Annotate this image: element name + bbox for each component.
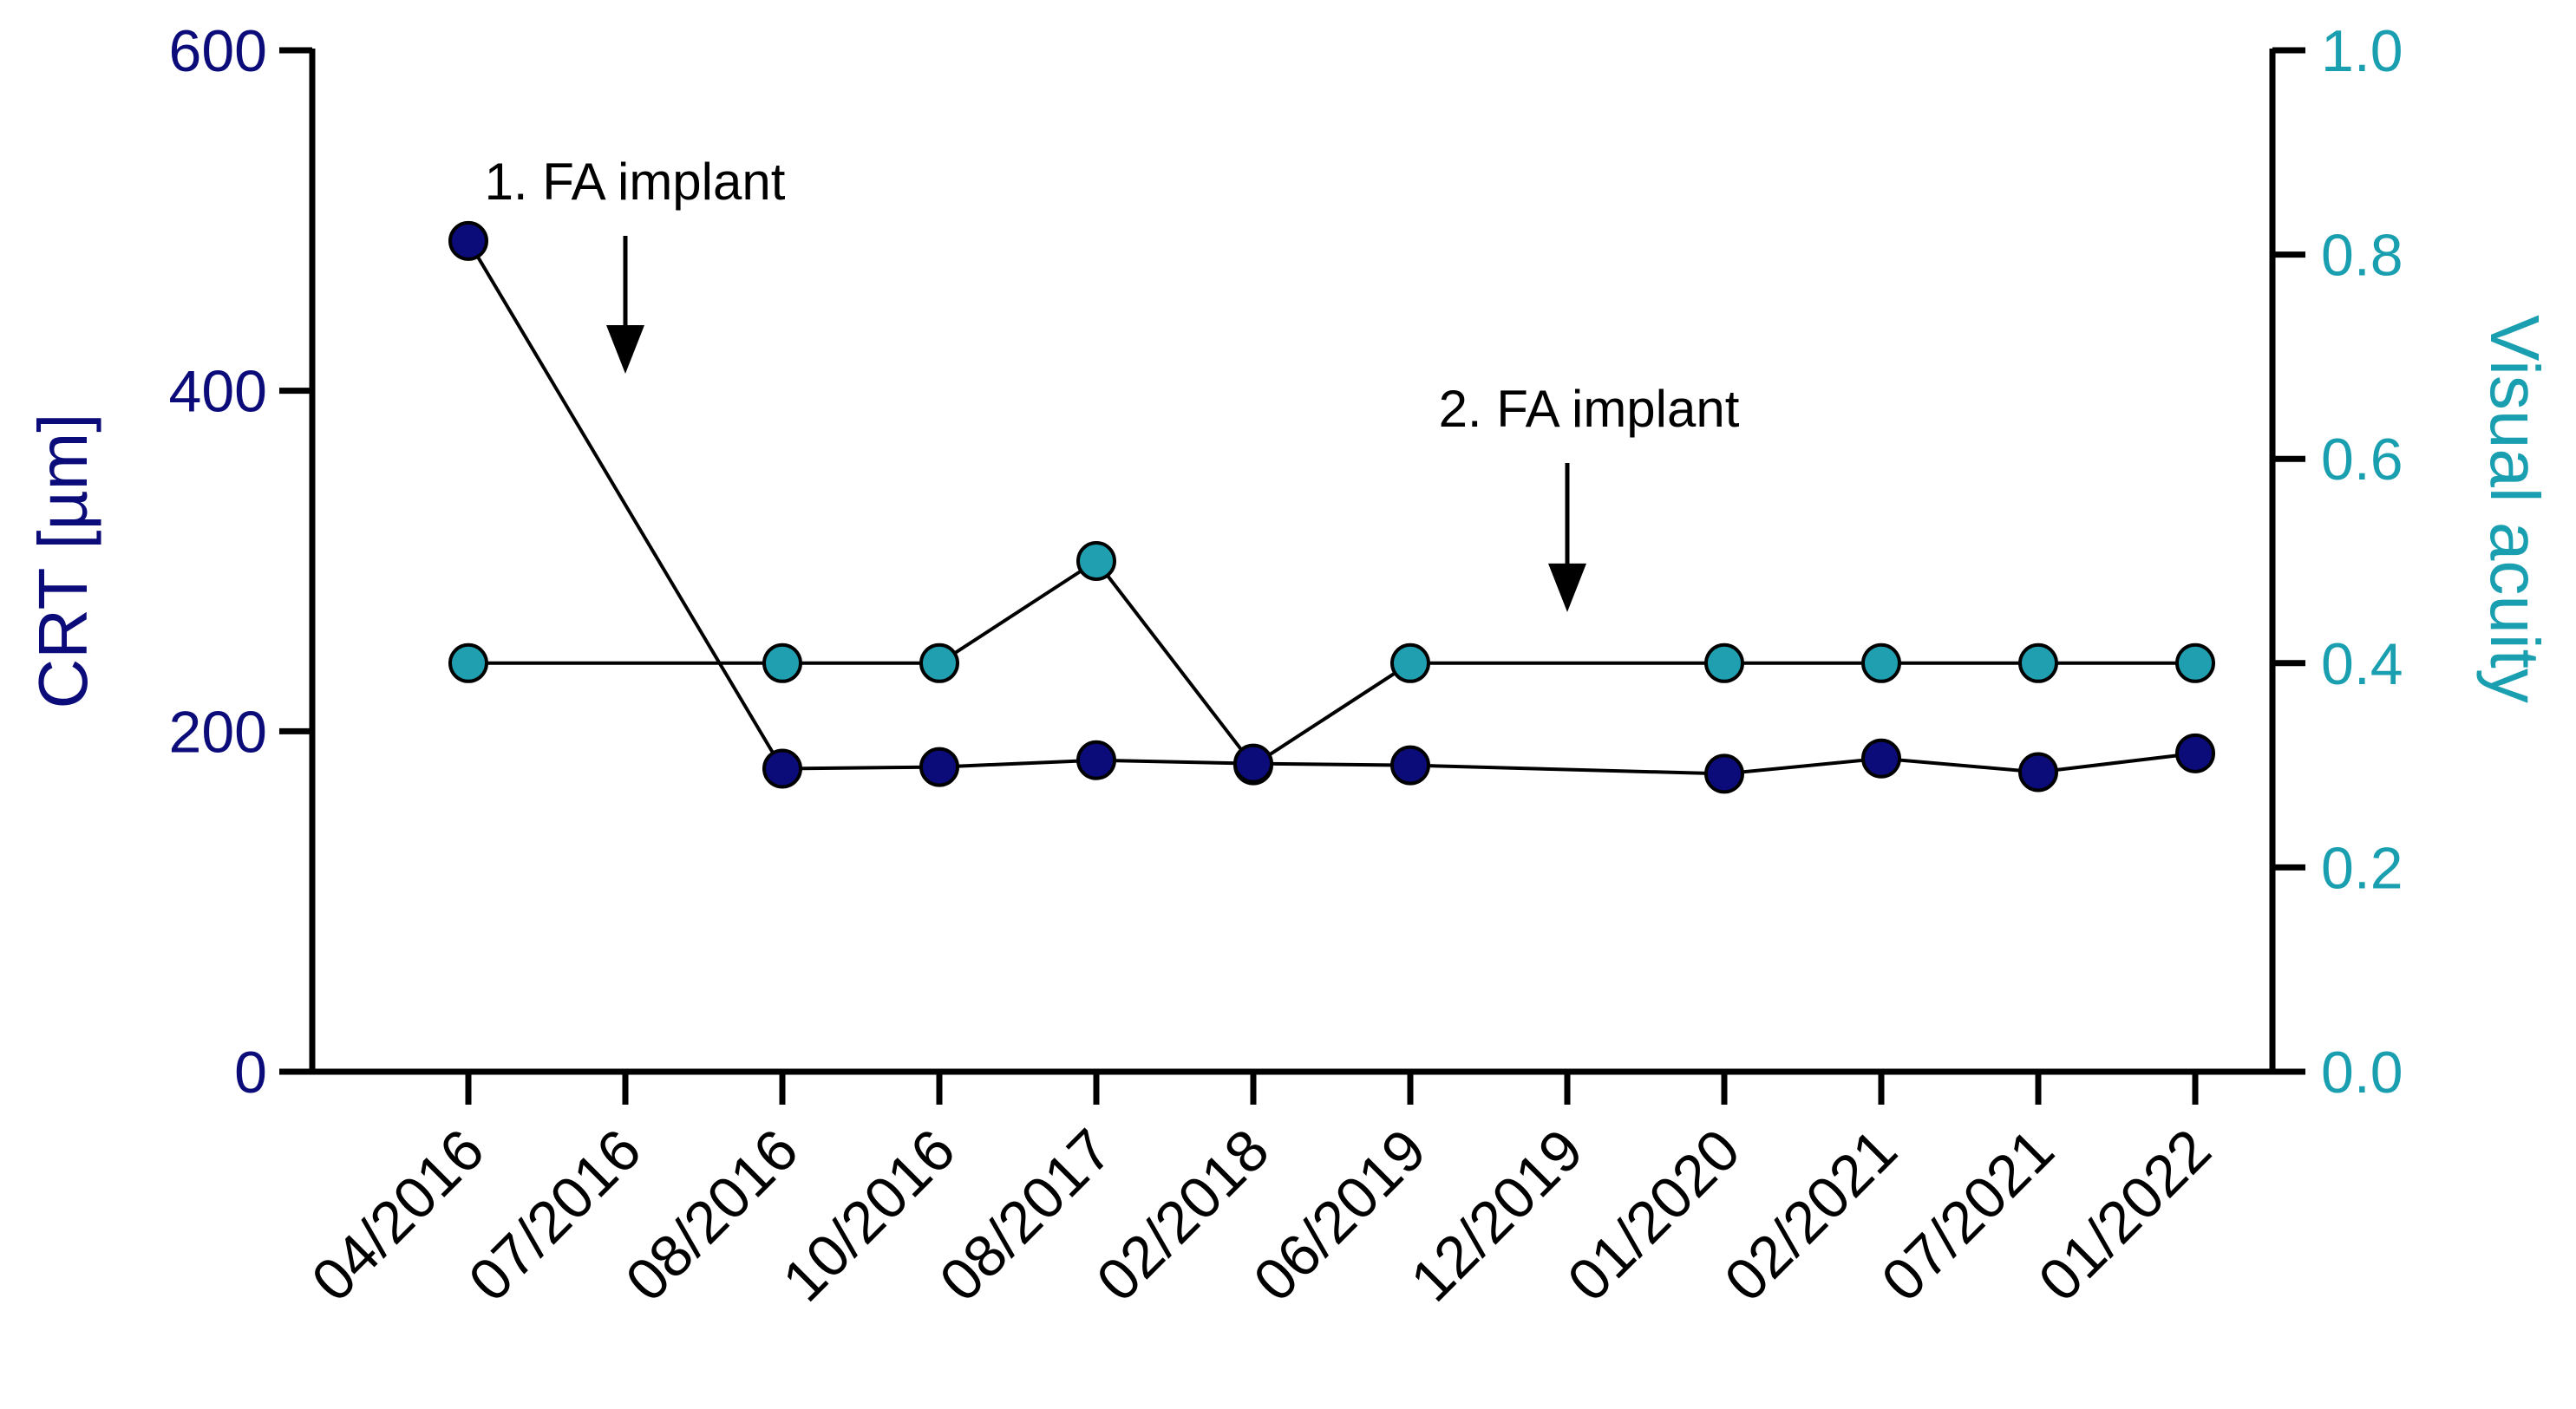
x-tick-label-08-2017: 08/2017 [927, 1117, 1125, 1314]
point-crt-m-02-2021 [1861, 738, 1901, 779]
y-left-tick-label: 200 [169, 699, 267, 765]
point-crt-m-08-2016 [762, 748, 802, 789]
y-axis-right-title: Visual acuity [2476, 315, 2553, 703]
x-tick-label-06-2019: 06/2019 [1241, 1117, 1439, 1314]
point-crt-m-06-2019 [1390, 745, 1430, 786]
x-tick-label-04-2016: 04/2016 [299, 1117, 497, 1314]
point-crt-m-02-2018 [1233, 743, 1273, 784]
x-tick-label-08-2016: 08/2016 [613, 1117, 811, 1314]
x-tick-label-02-2018: 02/2018 [1084, 1117, 1282, 1314]
x-tick-label-10-2016: 10/2016 [770, 1117, 968, 1314]
x-tick-label-02-2021: 02/2021 [1712, 1117, 1910, 1314]
tick-labels-group: 02004006000.00.20.40.60.81.004/201607/20… [24, 18, 2553, 1314]
point-visual-acuity-06-2019 [1390, 643, 1430, 683]
x-tick-label-01-2020: 01/2020 [1555, 1117, 1753, 1314]
point-visual-acuity-08-2017 [1076, 541, 1116, 581]
annotation-arrow-head-2 [1548, 563, 1586, 612]
y-left-tick-label: 0 [234, 1040, 267, 1106]
x-tick-label-12-2019: 12/2019 [1398, 1117, 1596, 1314]
axes-group [279, 47, 2305, 1105]
y-right-tick-label: 0.4 [2321, 631, 2403, 697]
series-lines-group [467, 239, 2196, 776]
point-crt-m-01-2022 [2175, 733, 2215, 773]
y-left-tick-label: 400 [169, 359, 267, 425]
point-visual-acuity-01-2020 [1704, 643, 1744, 683]
point-crt-m-08-2017 [1076, 740, 1116, 780]
series-line-crt-m [467, 239, 2196, 776]
point-visual-acuity-08-2016 [762, 643, 802, 683]
annotation-arrow-head-1 [606, 325, 644, 375]
point-visual-acuity-07-2021 [2018, 643, 2058, 683]
x-tick-label-07-2021: 07/2021 [1869, 1117, 2067, 1314]
point-visual-acuity-01-2022 [2175, 643, 2215, 683]
point-crt-m-07-2021 [2018, 752, 2058, 793]
x-tick-label-07-2016: 07/2016 [456, 1117, 654, 1314]
y-right-tick-label: 0.0 [2321, 1040, 2403, 1106]
point-visual-acuity-02-2021 [1861, 643, 1901, 683]
y-left-tick-label: 600 [169, 18, 267, 84]
y-right-tick-label: 0.8 [2321, 223, 2403, 289]
y-right-tick-label: 0.2 [2321, 835, 2403, 901]
series-points-group [448, 220, 2215, 794]
y-right-tick-label: 0.6 [2321, 427, 2403, 492]
point-crt-m-10-2016 [919, 747, 959, 787]
x-tick-label-01-2022: 01/2022 [2026, 1117, 2224, 1314]
point-visual-acuity-04-2016 [448, 643, 488, 683]
point-visual-acuity-10-2016 [919, 643, 959, 683]
annotation-label-1: 1. FA implant [485, 153, 786, 211]
y-right-tick-label: 1.0 [2321, 18, 2403, 84]
point-crt-m-04-2016 [448, 220, 488, 261]
point-crt-m-01-2020 [1704, 753, 1744, 794]
annotation-label-2: 2. FA implant [1439, 380, 1740, 438]
annotations-group: 1. FA implant 2. FA implant [485, 153, 1740, 612]
series-line-visual-acuity [468, 558, 2195, 768]
y-axis-left-title: CRT [µm] [24, 414, 101, 709]
